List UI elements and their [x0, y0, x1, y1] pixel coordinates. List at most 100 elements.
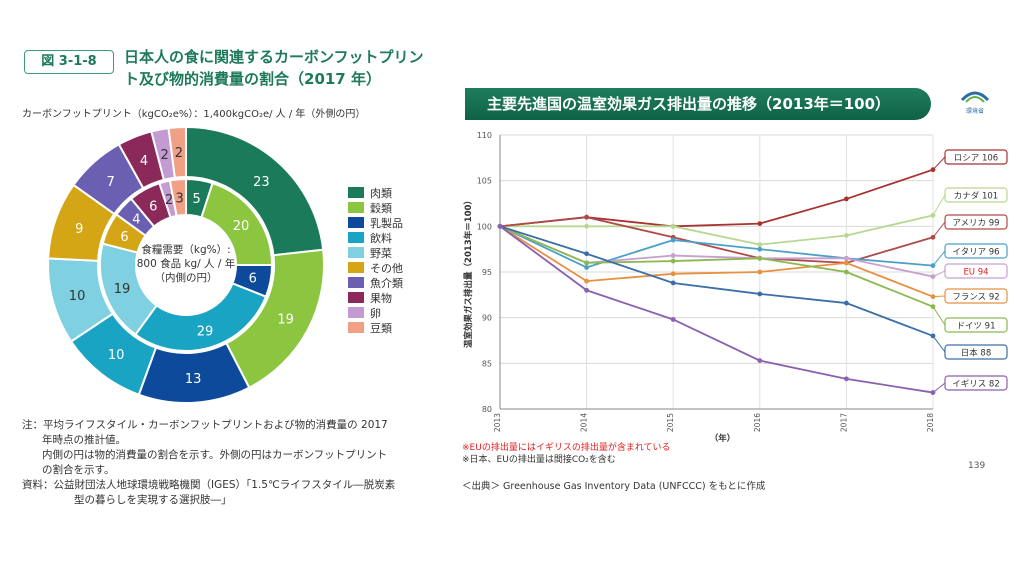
- note-line: の割合を示す。: [42, 464, 115, 476]
- data-point-イギリス: [670, 317, 676, 322]
- donut-legend: 肉類 穀類 乳製品 飲料 野菜 その他 魚介類 果物卵豆類: [348, 185, 403, 335]
- note-line: 型の暮らしを実現する選択肢―」: [74, 494, 232, 506]
- callout-box-アメリカ: [944, 214, 1008, 230]
- donut-inner-label-8: 2: [165, 193, 173, 208]
- donut-inner-label-9: 3: [175, 191, 183, 206]
- y-tick-label: 110: [477, 131, 492, 140]
- legend-item: 卵: [348, 305, 403, 320]
- callout-box-ドイツ: [944, 317, 1008, 333]
- legend-swatch: [348, 322, 364, 333]
- ministry-logo: 環境省: [955, 86, 995, 115]
- callout-label-イタリア: イタリア 96: [952, 248, 999, 258]
- legend-label: 穀類: [370, 201, 392, 215]
- data-point-ドイツ: [670, 258, 676, 264]
- note-line: 注：平均ライフスタイル・カーボンフットプリントおよび物的消費量の 2017: [22, 419, 388, 431]
- donut-center-text: 800 食品 kg/ 人 / 年: [137, 257, 236, 270]
- donut-outer-label-1: 19: [277, 312, 294, 327]
- callout-line-イタリア: [932, 250, 946, 266]
- data-point-日本: [584, 251, 589, 257]
- donut-inner-label-4: 19: [114, 282, 131, 297]
- x-tick-label: 2018: [926, 413, 935, 432]
- donut-center-text: 食糧需要（kg%）:: [141, 243, 230, 256]
- chart-note-eu: ※EUの排出量にはイギリスの排出量が含まれている: [462, 443, 671, 453]
- chart-notes: ※EUの排出量にはイギリスの排出量が含まれている ※日本、EUの排出量は間接CO…: [462, 442, 671, 466]
- data-point-カナダ: [844, 233, 849, 238]
- series-line-ドイツ: [499, 225, 934, 308]
- data-point-イタリア: [670, 237, 676, 243]
- legend-swatch: [348, 277, 364, 288]
- callout-box-ロシア: [944, 149, 1008, 165]
- data-point-フランス: [670, 271, 676, 277]
- legend-item: 果物: [348, 290, 403, 305]
- legend-label: 乳製品: [370, 216, 403, 230]
- figure-tag: 図 3-1-8: [24, 50, 114, 74]
- donut-center-text: （内側の円）: [155, 271, 218, 284]
- callout-label-フランス: フランス 92: [952, 293, 999, 303]
- legend-item: 豆類: [348, 320, 403, 335]
- y-tick-label: 85: [482, 359, 492, 368]
- legend-label: 肉類: [370, 186, 392, 200]
- series-line-イタリア: [499, 225, 934, 269]
- callout-line-アメリカ: [932, 221, 946, 238]
- callout-line-イギリス: [932, 382, 946, 393]
- callout-line-日本: [932, 335, 946, 353]
- data-point-ドイツ: [584, 260, 589, 266]
- y-tick-label: 95: [482, 268, 492, 277]
- y-tick-label: 80: [482, 405, 492, 414]
- callout-line-EU: [932, 270, 946, 278]
- series-line-イギリス: [499, 225, 934, 394]
- data-point-日本: [670, 280, 676, 286]
- data-point-イギリス: [757, 358, 763, 363]
- donut-inner-label-2: 6: [249, 272, 257, 287]
- legend-item: 魚介類: [348, 275, 403, 290]
- x-tick-label: 2013: [493, 413, 502, 432]
- callout-label-EU: EU 94: [963, 268, 988, 278]
- legend-swatch: [348, 187, 364, 198]
- callout-box-イギリス: [944, 375, 1008, 391]
- donut-outer-slice-9: [167, 125, 187, 179]
- data-point-イタリア: [584, 265, 589, 270]
- x-tick-label: 2017: [839, 413, 848, 432]
- callout-label-アメリカ: アメリカ 99: [952, 219, 999, 229]
- figure-title: 日本人の食に関連するカーボンフットプリント及び物的消費量の割合（2017 年）: [124, 48, 424, 88]
- data-point-カナダ: [757, 242, 763, 247]
- callout-label-ロシア: ロシア 106: [954, 154, 998, 164]
- donut-inner-label-7: 6: [149, 199, 157, 214]
- series-line-カナダ: [500, 214, 934, 246]
- figure-subtitle: カーボンフットプリント（kgCO₂e%）：1,400kgCO₂e/ 人 / 年（…: [22, 109, 366, 120]
- donut-outer-label-5: 9: [75, 222, 83, 237]
- donut-inner-label-0: 5: [192, 192, 200, 207]
- donut-inner-label-3: 29: [197, 324, 214, 339]
- donut-outer-label-4: 10: [69, 289, 86, 304]
- donut-outer-label-0: 23: [253, 175, 270, 190]
- donut-outer-label-7: 4: [140, 154, 148, 169]
- data-point-ドイツ: [844, 269, 849, 275]
- y-tick-label: 90: [482, 314, 492, 323]
- legend-swatch: [348, 232, 364, 243]
- legend-item: 肉類: [348, 185, 403, 200]
- legend-item: 野菜: [348, 245, 403, 260]
- legend-swatch: [348, 262, 364, 273]
- donut-outer-label-3: 10: [108, 348, 125, 363]
- donut-outer-label-9: 2: [175, 146, 183, 161]
- callout-box-日本: [944, 344, 1008, 360]
- chart-note-indirect: ※日本、EUの排出量は間接CO₂を含む: [462, 455, 616, 465]
- data-point-ロシア: [757, 221, 763, 226]
- donut-outer-label-6: 7: [107, 175, 115, 190]
- legend-label: 卵: [370, 306, 381, 320]
- legend-swatch: [348, 247, 364, 258]
- series-line-日本: [499, 225, 934, 337]
- data-point-日本: [844, 300, 849, 306]
- series-line-フランス: [499, 225, 934, 298]
- callout-label-イギリス: イギリス 82: [952, 380, 1000, 390]
- donut-inner-slice-9: [168, 177, 187, 218]
- data-point-カナダ: [670, 223, 676, 229]
- callout-box-イタリア: [944, 243, 1008, 259]
- legend-label: 果物: [370, 291, 392, 305]
- data-point-フランス: [844, 260, 849, 266]
- left-figure: 図 3-1-8 日本人の食に関連するカーボンフットプリント及び物的消費量の割合（…: [0, 0, 440, 576]
- data-point-フランス: [757, 269, 763, 275]
- data-point-日本: [757, 291, 763, 297]
- donut-inner-slice-3: [134, 282, 268, 352]
- chart-source: ＜出典＞ Greenhouse Gas Inventory Data (UNFC…: [462, 481, 766, 492]
